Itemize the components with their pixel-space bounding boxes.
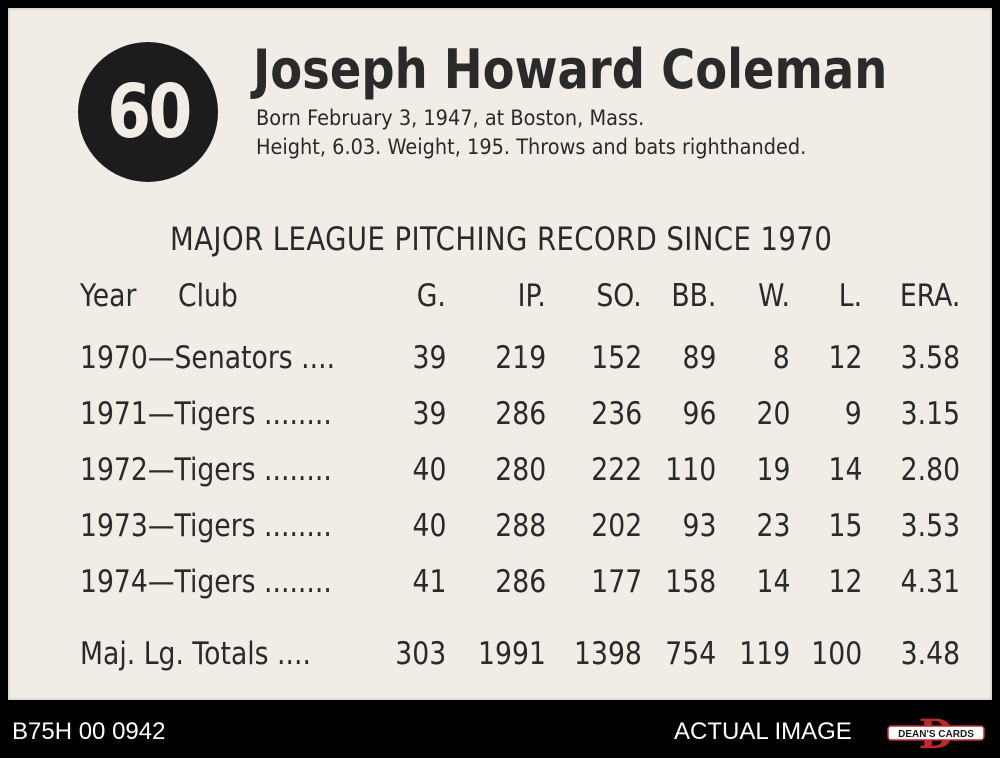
cell-era: 4.31 <box>900 564 960 600</box>
total-w: 119 <box>739 636 790 672</box>
cell-ip: 219 <box>495 340 546 376</box>
cell-era: 3.53 <box>900 508 960 544</box>
cell-g: 41 <box>412 564 446 600</box>
header-l: L. <box>838 278 862 314</box>
inventory-code: B75H 00 0942 <box>12 718 166 745</box>
cell-w: 8 <box>773 340 790 376</box>
header-so: SO. <box>596 278 642 314</box>
cell-ip: 280 <box>495 452 546 488</box>
player-bio: Born February 3, 1947, at Boston, Mass. … <box>256 104 806 162</box>
total-l: 100 <box>811 636 862 672</box>
cell-l: 15 <box>828 508 862 544</box>
row-year-club: 1973—Tigers ........ <box>80 508 332 544</box>
cell-bb: 110 <box>665 452 716 488</box>
deans-cards-logo: D DEAN'S CARDS <box>887 712 985 752</box>
cell-era: 2.80 <box>900 452 960 488</box>
cell-so: 236 <box>591 396 642 432</box>
cell-g: 39 <box>412 396 446 432</box>
bio-birth: Born February 3, 1947, at Boston, Mass. <box>256 106 645 130</box>
cell-ip: 286 <box>495 396 546 432</box>
header-bb: BB. <box>670 278 716 314</box>
bio-physical: Height, 6.03. Weight, 195. Throws and ba… <box>256 135 807 159</box>
card-number-badge: 60 <box>78 42 218 182</box>
cell-bb: 93 <box>682 508 716 544</box>
cell-g: 40 <box>412 508 446 544</box>
cell-w: 14 <box>756 564 790 600</box>
cell-l: 12 <box>828 340 862 376</box>
cell-so: 152 <box>591 340 642 376</box>
cell-era: 3.15 <box>900 396 960 432</box>
cell-g: 40 <box>412 452 446 488</box>
header-g: G. <box>416 278 446 314</box>
row-year-club: 1971—Tigers ........ <box>80 396 332 432</box>
header-year: Year <box>80 278 137 314</box>
cell-l: 9 <box>845 396 862 432</box>
row-year-club: 1974—Tigers ........ <box>80 564 332 600</box>
total-ip: 1991 <box>478 636 546 672</box>
total-era: 3.48 <box>900 636 960 672</box>
cell-so: 222 <box>591 452 642 488</box>
cell-w: 23 <box>756 508 790 544</box>
cell-l: 12 <box>828 564 862 600</box>
header-w: W. <box>758 278 790 314</box>
cell-ip: 288 <box>495 508 546 544</box>
cell-so: 202 <box>591 508 642 544</box>
record-title: MAJOR LEAGUE PITCHING RECORD SINCE 1970 <box>170 220 833 258</box>
cell-era: 3.58 <box>900 340 960 376</box>
total-g: 303 <box>395 636 446 672</box>
player-name: Joseph Howard Coleman <box>253 38 888 101</box>
cell-ip: 286 <box>495 564 546 600</box>
cell-l: 14 <box>828 452 862 488</box>
cell-bb: 89 <box>682 340 716 376</box>
logo-text: DEAN'S CARDS <box>898 729 974 740</box>
cell-so: 177 <box>591 564 642 600</box>
cell-w: 19 <box>756 452 790 488</box>
cell-bb: 158 <box>665 564 716 600</box>
row-year-club: 1970—Senators .... <box>80 340 336 376</box>
logo-banner <box>887 725 985 741</box>
header-era: ERA. <box>899 278 960 314</box>
card-back: 60 Joseph Howard Coleman Born February 3… <box>8 8 992 700</box>
totals-label: Maj. Lg. Totals .... <box>80 636 311 672</box>
header-ip: IP. <box>517 278 546 314</box>
header-club: Club <box>178 278 238 314</box>
cell-w: 20 <box>756 396 790 432</box>
row-year-club: 1972—Tigers ........ <box>80 452 332 488</box>
cell-bb: 96 <box>682 396 716 432</box>
actual-image-label: ACTUAL IMAGE <box>674 718 852 745</box>
total-so: 1398 <box>574 636 642 672</box>
total-bb: 754 <box>665 636 716 672</box>
cell-g: 39 <box>412 340 446 376</box>
card-number: 60 <box>106 69 192 155</box>
